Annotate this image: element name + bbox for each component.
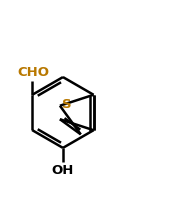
Text: CHO: CHO [17,66,49,79]
Text: S: S [62,98,72,111]
Text: OH: OH [52,164,74,177]
